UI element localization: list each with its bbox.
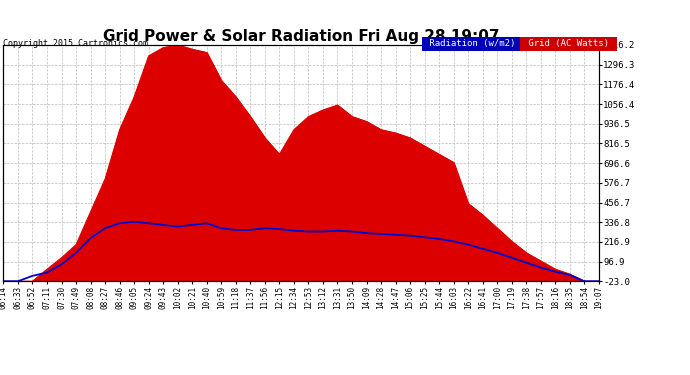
Text: Copyright 2015 Cartronics.com: Copyright 2015 Cartronics.com xyxy=(3,39,148,48)
Text: Grid (AC Watts): Grid (AC Watts) xyxy=(523,39,614,48)
Text: Radiation (w/m2): Radiation (w/m2) xyxy=(424,39,521,48)
Title: Grid Power & Solar Radiation Fri Aug 28 19:07: Grid Power & Solar Radiation Fri Aug 28 … xyxy=(103,29,500,44)
